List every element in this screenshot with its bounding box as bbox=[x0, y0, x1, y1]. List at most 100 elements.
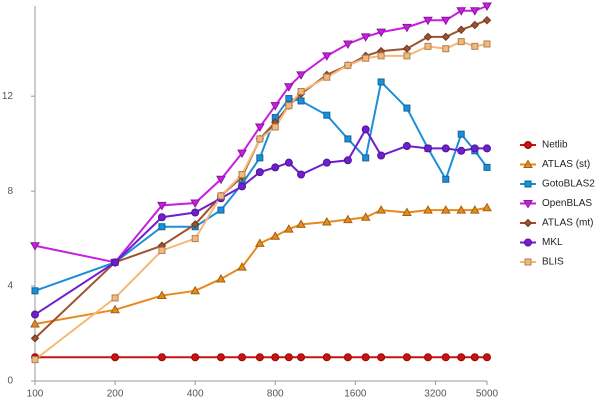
marker bbox=[457, 38, 465, 46]
y-tick-label: 8 bbox=[7, 186, 13, 197]
series-line bbox=[34, 79, 488, 292]
marker bbox=[343, 40, 353, 49]
marker bbox=[482, 16, 492, 25]
legend-label: BLIS bbox=[542, 257, 564, 268]
marker bbox=[238, 171, 246, 179]
marker bbox=[271, 163, 280, 172]
marker bbox=[376, 28, 386, 38]
legend-marker bbox=[524, 258, 532, 266]
marker bbox=[191, 353, 200, 362]
legend-marker bbox=[523, 218, 533, 228]
marker bbox=[483, 163, 491, 171]
marker bbox=[362, 54, 370, 62]
marker bbox=[216, 273, 226, 283]
marker bbox=[360, 33, 371, 42]
marker bbox=[190, 285, 201, 295]
marker bbox=[321, 52, 332, 61]
marker bbox=[285, 95, 293, 103]
legend-marker bbox=[523, 200, 533, 209]
marker bbox=[216, 175, 226, 185]
marker bbox=[402, 23, 412, 33]
marker bbox=[423, 353, 432, 362]
marker bbox=[297, 353, 306, 362]
marker bbox=[217, 206, 225, 214]
legend-marker bbox=[524, 180, 532, 188]
marker bbox=[402, 44, 412, 53]
marker bbox=[270, 231, 281, 240]
legend-label: ATLAS (st) bbox=[542, 159, 590, 170]
y-tick-label: 4 bbox=[7, 281, 13, 292]
marker bbox=[237, 262, 247, 271]
marker bbox=[483, 40, 491, 48]
x-tick-label: 800 bbox=[267, 389, 284, 400]
marker bbox=[323, 73, 331, 81]
marker bbox=[157, 353, 166, 362]
marker bbox=[271, 353, 280, 362]
legend-label: GotoBLAS2 bbox=[542, 179, 595, 190]
marker bbox=[321, 216, 332, 226]
marker bbox=[402, 142, 411, 151]
marker bbox=[256, 154, 264, 162]
marker bbox=[423, 16, 433, 26]
marker bbox=[344, 135, 352, 143]
marker bbox=[483, 144, 491, 153]
marker bbox=[343, 156, 352, 165]
marker bbox=[158, 223, 166, 231]
legend-label: Netlib bbox=[542, 140, 568, 151]
marker bbox=[402, 207, 412, 216]
marker bbox=[30, 319, 40, 328]
series-line bbox=[34, 206, 488, 326]
x-tick-label: 100 bbox=[27, 389, 44, 400]
marker bbox=[323, 111, 331, 119]
marker bbox=[469, 205, 480, 214]
marker bbox=[238, 182, 247, 191]
marker bbox=[361, 125, 370, 134]
marker bbox=[442, 175, 450, 183]
marker bbox=[377, 52, 385, 60]
marker bbox=[442, 45, 450, 53]
marker bbox=[284, 224, 294, 233]
legend-label: OpenBLAS bbox=[542, 198, 592, 209]
marker bbox=[284, 353, 293, 362]
marker bbox=[440, 16, 451, 26]
marker bbox=[482, 2, 492, 12]
marker bbox=[297, 170, 306, 179]
x-tick-label: 3200 bbox=[424, 389, 447, 400]
marker bbox=[403, 52, 411, 60]
marker bbox=[456, 7, 467, 16]
marker bbox=[111, 353, 120, 362]
marker bbox=[30, 334, 40, 343]
marker bbox=[237, 149, 247, 159]
marker bbox=[322, 158, 331, 167]
marker bbox=[191, 235, 199, 243]
marker bbox=[343, 214, 353, 224]
legend-marker bbox=[524, 141, 532, 149]
marker bbox=[191, 208, 200, 217]
marker bbox=[157, 213, 166, 222]
legend-label: MKL bbox=[542, 237, 563, 248]
marker bbox=[377, 151, 386, 160]
marker bbox=[157, 290, 167, 300]
marker bbox=[255, 353, 264, 362]
marker bbox=[403, 104, 411, 112]
marker bbox=[284, 83, 294, 92]
marker bbox=[360, 212, 371, 221]
marker bbox=[285, 102, 293, 110]
marker bbox=[457, 353, 466, 362]
marker bbox=[254, 238, 265, 247]
marker bbox=[157, 201, 167, 211]
marker bbox=[483, 353, 491, 362]
marker bbox=[111, 294, 119, 302]
marker bbox=[158, 246, 166, 254]
marker bbox=[111, 258, 120, 267]
marker bbox=[284, 158, 293, 167]
legend: Netlib ATLAS (st) GotoBLAS2 OpenBLAS ATLAS (… bbox=[520, 140, 595, 268]
marker bbox=[31, 287, 39, 295]
marker bbox=[482, 202, 492, 212]
y-tick-label: 12 bbox=[2, 91, 14, 102]
marker bbox=[471, 42, 479, 50]
marker bbox=[441, 144, 450, 153]
marker bbox=[470, 144, 479, 153]
x-tick-label: 1600 bbox=[344, 389, 367, 400]
